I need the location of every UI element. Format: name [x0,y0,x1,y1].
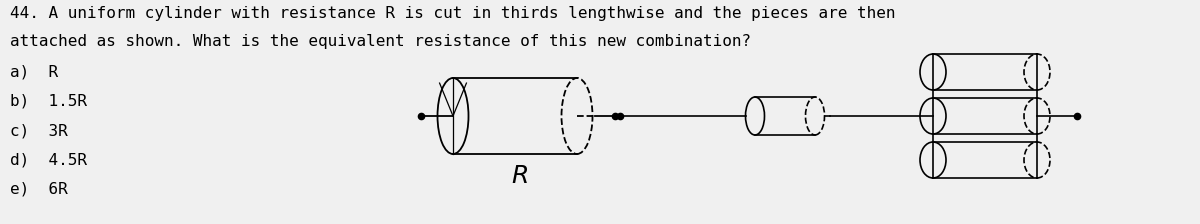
Text: e)  6R: e) 6R [10,182,67,197]
Text: a)  R: a) R [10,64,58,79]
Text: attached as shown. What is the equivalent resistance of this new combination?: attached as shown. What is the equivalen… [10,34,751,49]
Text: d)  4.5R: d) 4.5R [10,153,88,168]
Text: c)  3R: c) 3R [10,123,67,138]
Text: b)  1.5R: b) 1.5R [10,93,88,108]
Text: 44. A uniform cylinder with resistance R is cut in thirds lengthwise and the pie: 44. A uniform cylinder with resistance R… [10,6,895,21]
Text: R: R [511,164,529,188]
